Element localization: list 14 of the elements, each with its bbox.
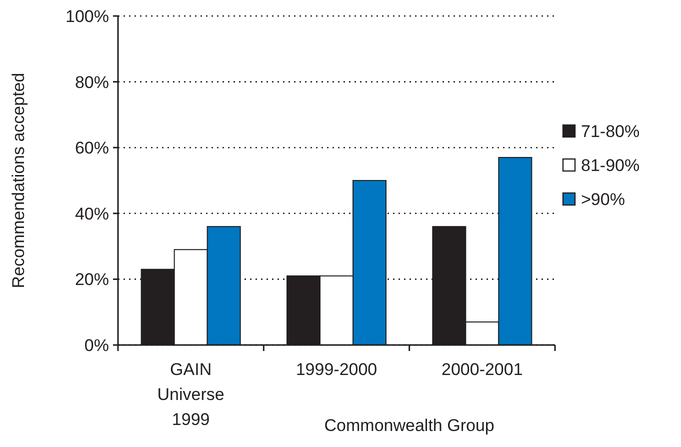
legend-label: 71-80%: [581, 122, 640, 141]
y-tick-label: 80%: [74, 72, 109, 92]
y-tick-label: 0%: [84, 336, 109, 355]
y-tick-label: 60%: [74, 138, 109, 158]
y-tick-label: 20%: [74, 270, 109, 290]
legend-label: 81-90%: [581, 156, 640, 175]
y-tick-label: 40%: [74, 204, 109, 224]
x-tick-label: GAIN Universe 1999: [157, 360, 224, 429]
text: Commonwealth Group: [324, 416, 494, 435]
x-tick-label: 1999-2000: [296, 360, 378, 379]
x-tick-label: 2000-2001: [442, 360, 523, 379]
legend-label: >90%: [581, 190, 625, 209]
y-axis-title: Recommendations accepted: [9, 72, 28, 288]
y-tick-label: 100%: [66, 6, 109, 26]
